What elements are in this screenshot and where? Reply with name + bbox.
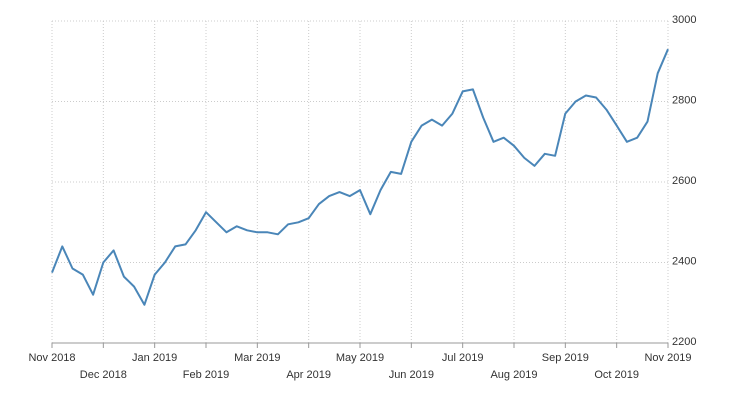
y-tick-label: 2600 — [672, 175, 696, 187]
x-tick-label: Jul 2019 — [442, 352, 484, 364]
x-tick-label: May 2019 — [336, 352, 384, 364]
price-line — [51, 48, 669, 306]
x-tick-label: Aug 2019 — [490, 369, 537, 381]
y-tick-label: 3000 — [672, 14, 696, 26]
x-tick-label: Jan 2019 — [132, 352, 177, 364]
x-tick-label: Sep 2019 — [542, 352, 589, 364]
y-tick-label: 2400 — [672, 255, 696, 267]
x-tick-label: Mar 2019 — [234, 352, 280, 364]
x-tick-label: Dec 2018 — [80, 369, 127, 381]
x-tick-label: Oct 2019 — [594, 369, 639, 381]
y-tick-label: 2200 — [672, 336, 696, 348]
x-tick-label: Jun 2019 — [389, 369, 434, 381]
y-tick-label: 2800 — [672, 94, 696, 106]
x-tick-label: Nov 2018 — [28, 352, 75, 364]
x-tick-label: Nov 2019 — [644, 352, 691, 364]
x-tick-label: Feb 2019 — [183, 369, 229, 381]
x-tick-label: Apr 2019 — [286, 369, 331, 381]
